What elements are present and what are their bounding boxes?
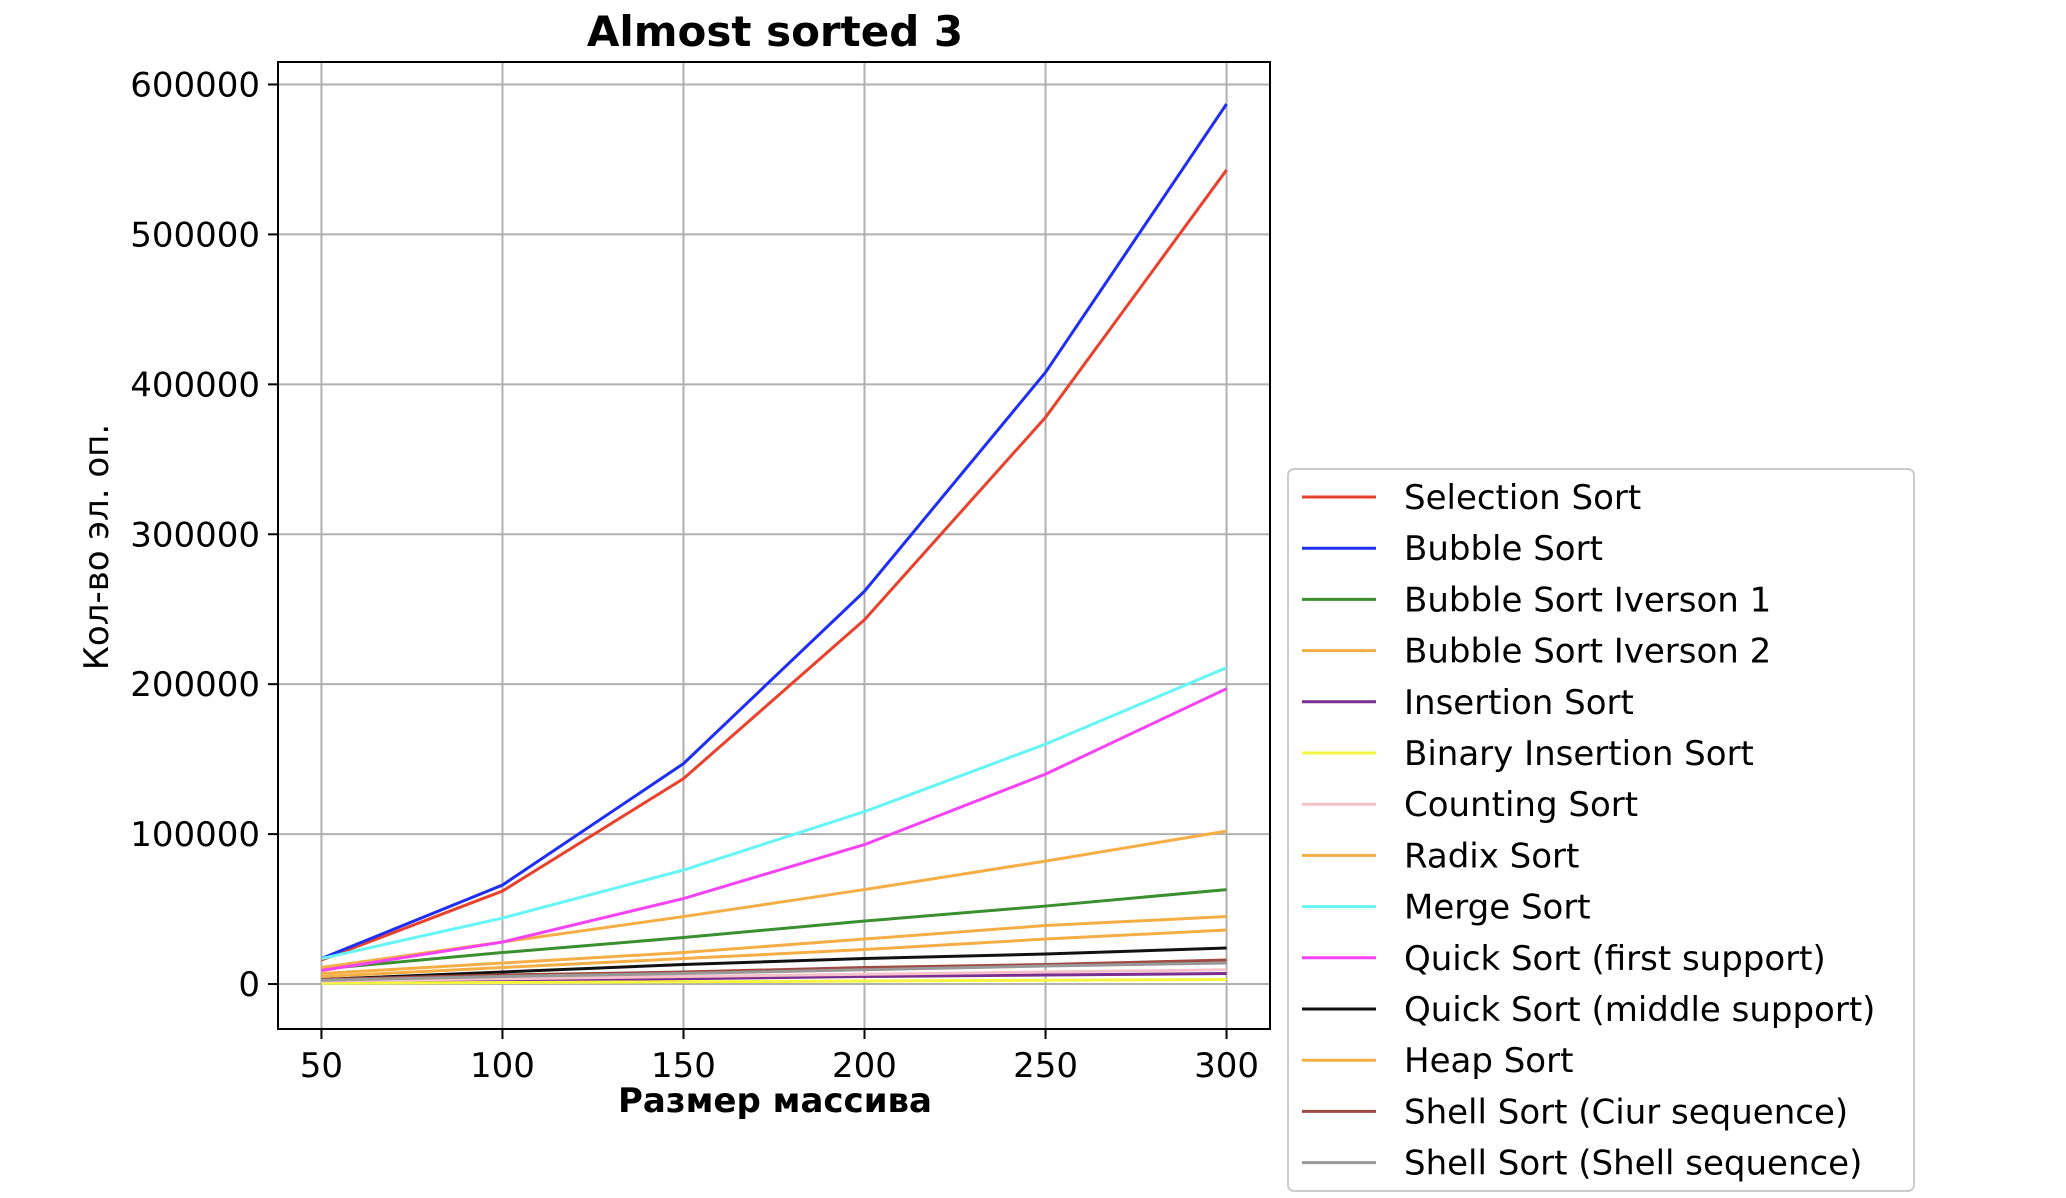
y-tick-label: 0 — [238, 965, 260, 1005]
series-lines — [320, 103, 1228, 985]
series-line-4 — [321, 915, 1227, 976]
y-tick-label: 600000 — [130, 65, 260, 105]
legend-label: Quick Sort (middle support) — [1404, 990, 1875, 1030]
legend-label: Shell Sort (Shell sequence) — [1404, 1144, 1862, 1184]
legend-label: Heap Sort — [1404, 1041, 1573, 1081]
series-line-11 — [321, 946, 1227, 982]
y-tick-label: 200000 — [130, 665, 260, 705]
y-tick-label: 500000 — [130, 215, 260, 255]
series-line-1 — [320, 169, 1228, 962]
legend-label: Bubble Sort Iverson 1 — [1404, 580, 1771, 620]
series-line-7 — [321, 968, 1227, 983]
legend-label: Selection Sort — [1404, 478, 1641, 518]
legend: Selection Sort Bubble Sort Bubble Sort Ive… — [1287, 468, 1915, 1192]
chart-title: Almost sorted 3 — [587, 7, 963, 56]
y-tick-label: 300000 — [130, 515, 260, 555]
series-line-3 — [321, 888, 1227, 971]
series-line-10 — [321, 687, 1228, 973]
legend-label: Binary Insertion Sort — [1404, 734, 1754, 774]
y-axis-title: Кол-во эл. оп. — [77, 424, 117, 670]
legend-label: Quick Sort (first support) — [1404, 939, 1826, 979]
x-axis-title: Размер массива — [618, 1081, 932, 1121]
y-tick-label: 100000 — [130, 815, 260, 855]
plot-frame — [277, 61, 1271, 1030]
axis-ticks: 50 100 150 200 250 300 0 100000 200000 300000 4000… — [130, 65, 1259, 1086]
series-line-6 — [321, 978, 1227, 985]
x-tick-label: 200 — [832, 1046, 897, 1086]
legend-frame — [1287, 468, 1915, 1192]
legend-label: Merge Sort — [1404, 888, 1591, 928]
series-line-2 — [320, 103, 1228, 960]
x-tick-label: 100 — [470, 1046, 535, 1086]
legend-label: Bubble Sort — [1404, 529, 1603, 569]
x-tick-label: 300 — [1194, 1046, 1259, 1086]
legend-label: Bubble Sort Iverson 2 — [1404, 632, 1771, 672]
grid — [278, 62, 1270, 1029]
x-tick-label: 250 — [1013, 1046, 1078, 1086]
series-line-9 — [321, 666, 1228, 961]
x-tick-label: 50 — [300, 1046, 343, 1086]
y-tick-label: 400000 — [130, 365, 260, 405]
series-line-12 — [321, 928, 1227, 979]
legend-label: Counting Sort — [1404, 785, 1638, 825]
legend-label: Insertion Sort — [1404, 683, 1634, 723]
series-line-14 — [321, 961, 1227, 982]
legend-label: Radix Sort — [1404, 836, 1579, 876]
x-tick-label: 150 — [651, 1046, 716, 1086]
legend-label: Shell Sort (Ciur sequence) — [1404, 1092, 1848, 1132]
